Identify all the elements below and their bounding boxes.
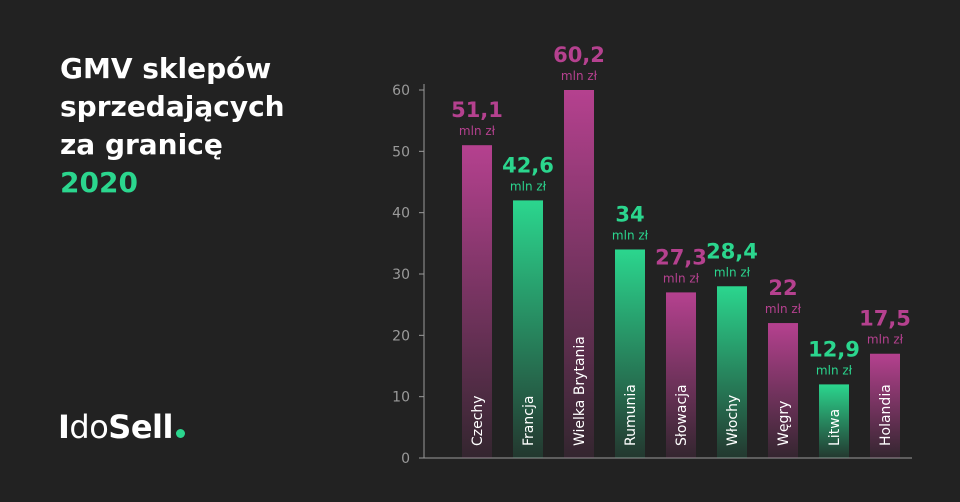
- logo-text-3: Sell: [108, 408, 173, 446]
- unit-label: mln zł: [714, 265, 751, 279]
- y-tick-label: 50: [392, 144, 410, 160]
- unit-label: mln zł: [765, 302, 802, 316]
- bar: [870, 353, 900, 458]
- title-line-1: GMV sklepów: [60, 52, 272, 85]
- logo-text-1: I: [58, 408, 70, 446]
- chart-title: GMV sklepów sprzedających za granicę 202…: [60, 50, 285, 202]
- y-tick-label: 40: [392, 206, 410, 222]
- logo-text-2: do: [69, 408, 109, 446]
- unit-label: mln zł: [612, 228, 649, 242]
- bar-group: Słowacja mln zł 27,3: [655, 245, 707, 458]
- value-label: 28,4: [706, 239, 758, 263]
- unit-label: mln zł: [663, 271, 700, 285]
- bar: [513, 200, 543, 458]
- y-tick-label: 60: [392, 83, 410, 99]
- value-label: 42,6: [502, 153, 554, 177]
- category-label: Rumunia: [623, 384, 639, 446]
- bar-group: Czechy mln zł 51,1: [451, 98, 503, 458]
- y-tick-label: 10: [392, 390, 410, 406]
- unit-label: mln zł: [510, 179, 547, 193]
- title-line-2: sprzedających: [60, 90, 285, 123]
- bar: [666, 292, 696, 458]
- category-label: Węgry: [776, 401, 792, 446]
- value-label: 22: [768, 276, 797, 300]
- bar-group: Włochy mln zł 28,4: [706, 239, 758, 458]
- bar-group: Holandia mln zł 17,5: [859, 307, 911, 458]
- bar-group: Litwa mln zł 12,9: [808, 337, 860, 458]
- category-label: Słowacja: [674, 384, 690, 446]
- unit-label: mln zł: [867, 333, 904, 347]
- logo-dot-icon: [175, 429, 185, 438]
- category-label: Francja: [521, 396, 537, 446]
- title-line-3: za granicę: [60, 128, 223, 161]
- category-label: Włochy: [725, 395, 741, 446]
- bar: [564, 90, 594, 458]
- bar: [615, 249, 645, 458]
- unit-label: mln zł: [561, 69, 598, 83]
- value-label: 51,1: [451, 98, 503, 122]
- bar: [819, 384, 849, 458]
- unit-label: mln zł: [816, 363, 853, 377]
- value-label: 17,5: [859, 307, 911, 331]
- bar-group: Wielka Brytania mln zł 60,2: [553, 43, 605, 458]
- category-label: Litwa: [827, 409, 843, 446]
- bar-group: Francja mln zł 42,6: [502, 153, 554, 458]
- category-label: Wielka Brytania: [572, 336, 588, 446]
- unit-label: mln zł: [459, 124, 496, 138]
- bar: [717, 286, 747, 458]
- y-tick-label: 20: [392, 328, 410, 344]
- value-label: 34: [615, 202, 644, 226]
- category-label: Czechy: [470, 395, 486, 446]
- y-tick-label: 0: [401, 451, 410, 467]
- idosell-logo: IdoSell: [58, 408, 185, 446]
- bar: [462, 145, 492, 458]
- category-label: Holandia: [878, 384, 894, 446]
- value-label: 60,2: [553, 43, 605, 67]
- value-label: 12,9: [808, 337, 860, 361]
- bar-group: Węgry mln zł 22: [765, 276, 802, 458]
- value-label: 27,3: [655, 245, 707, 269]
- y-tick-label: 30: [392, 267, 410, 283]
- bar: [768, 323, 798, 458]
- bar-group: Rumunia mln zł 34: [612, 202, 649, 458]
- title-year: 2020: [60, 166, 138, 199]
